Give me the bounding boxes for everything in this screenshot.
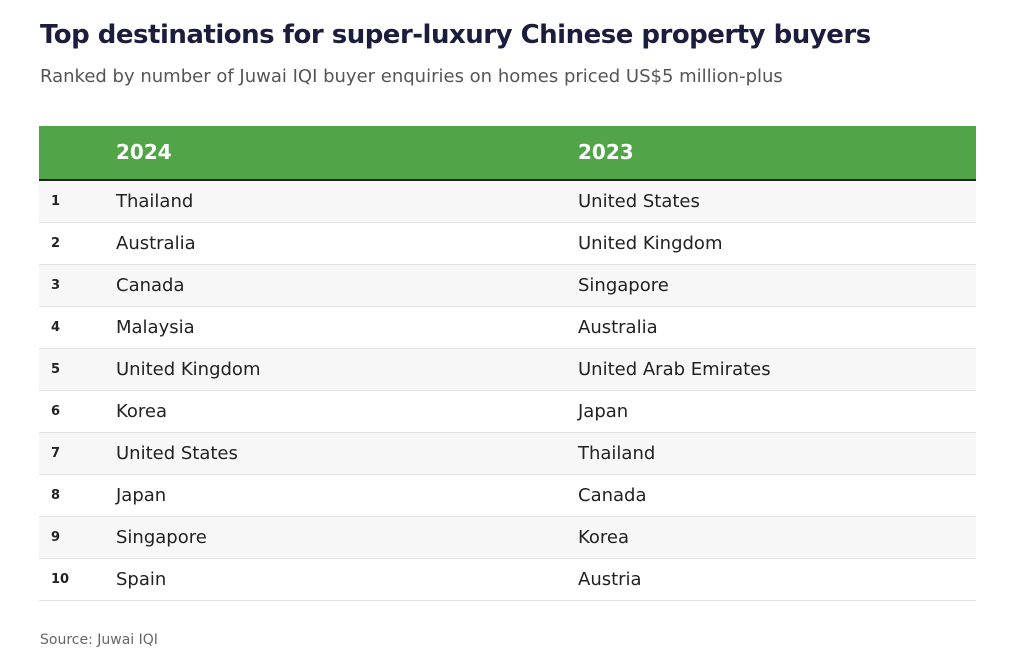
rank: 6 (51, 404, 61, 419)
subtitle: Ranked by number of Juwai IQI buyer enqu… (40, 66, 783, 87)
table-row: 7 United States Thailand (39, 433, 976, 475)
table-row: 6 Korea Japan (39, 391, 976, 433)
cell: Spain (116, 569, 167, 590)
cell: Canada (116, 275, 185, 296)
table-row: 1 Thailand United States (39, 181, 976, 223)
rank: 5 (51, 362, 61, 377)
rank: 4 (51, 320, 61, 335)
table-row: 5 United Kingdom United Arab Emirates (39, 349, 976, 391)
cell: Thailand (116, 191, 194, 212)
table-row: 10 Spain Austria (39, 559, 976, 601)
table: 2024 2023 1 Thailand United States 2 Australi… (39, 126, 976, 601)
cell: United Kingdom (116, 359, 261, 380)
cell: Australia (578, 317, 658, 338)
title: Top destinations for super-luxury Chines… (40, 20, 871, 50)
rank: 7 (51, 446, 61, 461)
rank: 3 (51, 278, 61, 293)
cell: Japan (578, 401, 629, 422)
table-row: 2 Australia United Kingdom (39, 223, 976, 265)
rank: 9 (51, 530, 61, 545)
cell: Australia (116, 233, 196, 254)
table-body: 1 Thailand United States 2 Australia United K… (39, 181, 976, 601)
cell: United Kingdom (578, 233, 723, 254)
cell: Canada (578, 485, 647, 506)
cell: Japan (116, 485, 167, 506)
rank: 1 (51, 194, 61, 209)
cell: United States (578, 191, 700, 212)
source: Source: Juwai IQI (40, 632, 158, 648)
cell: United Arab Emirates (578, 359, 771, 380)
table-row: 4 Malaysia Australia (39, 307, 976, 349)
rank: 2 (51, 236, 61, 251)
cell: Austria (578, 569, 642, 590)
cell: Malaysia (116, 317, 195, 338)
cell: United States (116, 443, 238, 464)
cell: Singapore (578, 275, 669, 296)
cell: Korea (578, 527, 630, 548)
rank: 8 (51, 488, 61, 503)
cell: Singapore (116, 527, 207, 548)
column-header: 2023 (578, 140, 634, 164)
rank: 10 (51, 572, 70, 587)
table-header: 2024 2023 (39, 126, 976, 181)
column-header: 2024 (116, 140, 172, 164)
cell: Thailand (578, 443, 656, 464)
table-row: 9 Singapore Korea (39, 517, 976, 559)
cell: Korea (116, 401, 168, 422)
table-row: 8 Japan Canada (39, 475, 976, 517)
table-row: 3 Canada Singapore (39, 265, 976, 307)
